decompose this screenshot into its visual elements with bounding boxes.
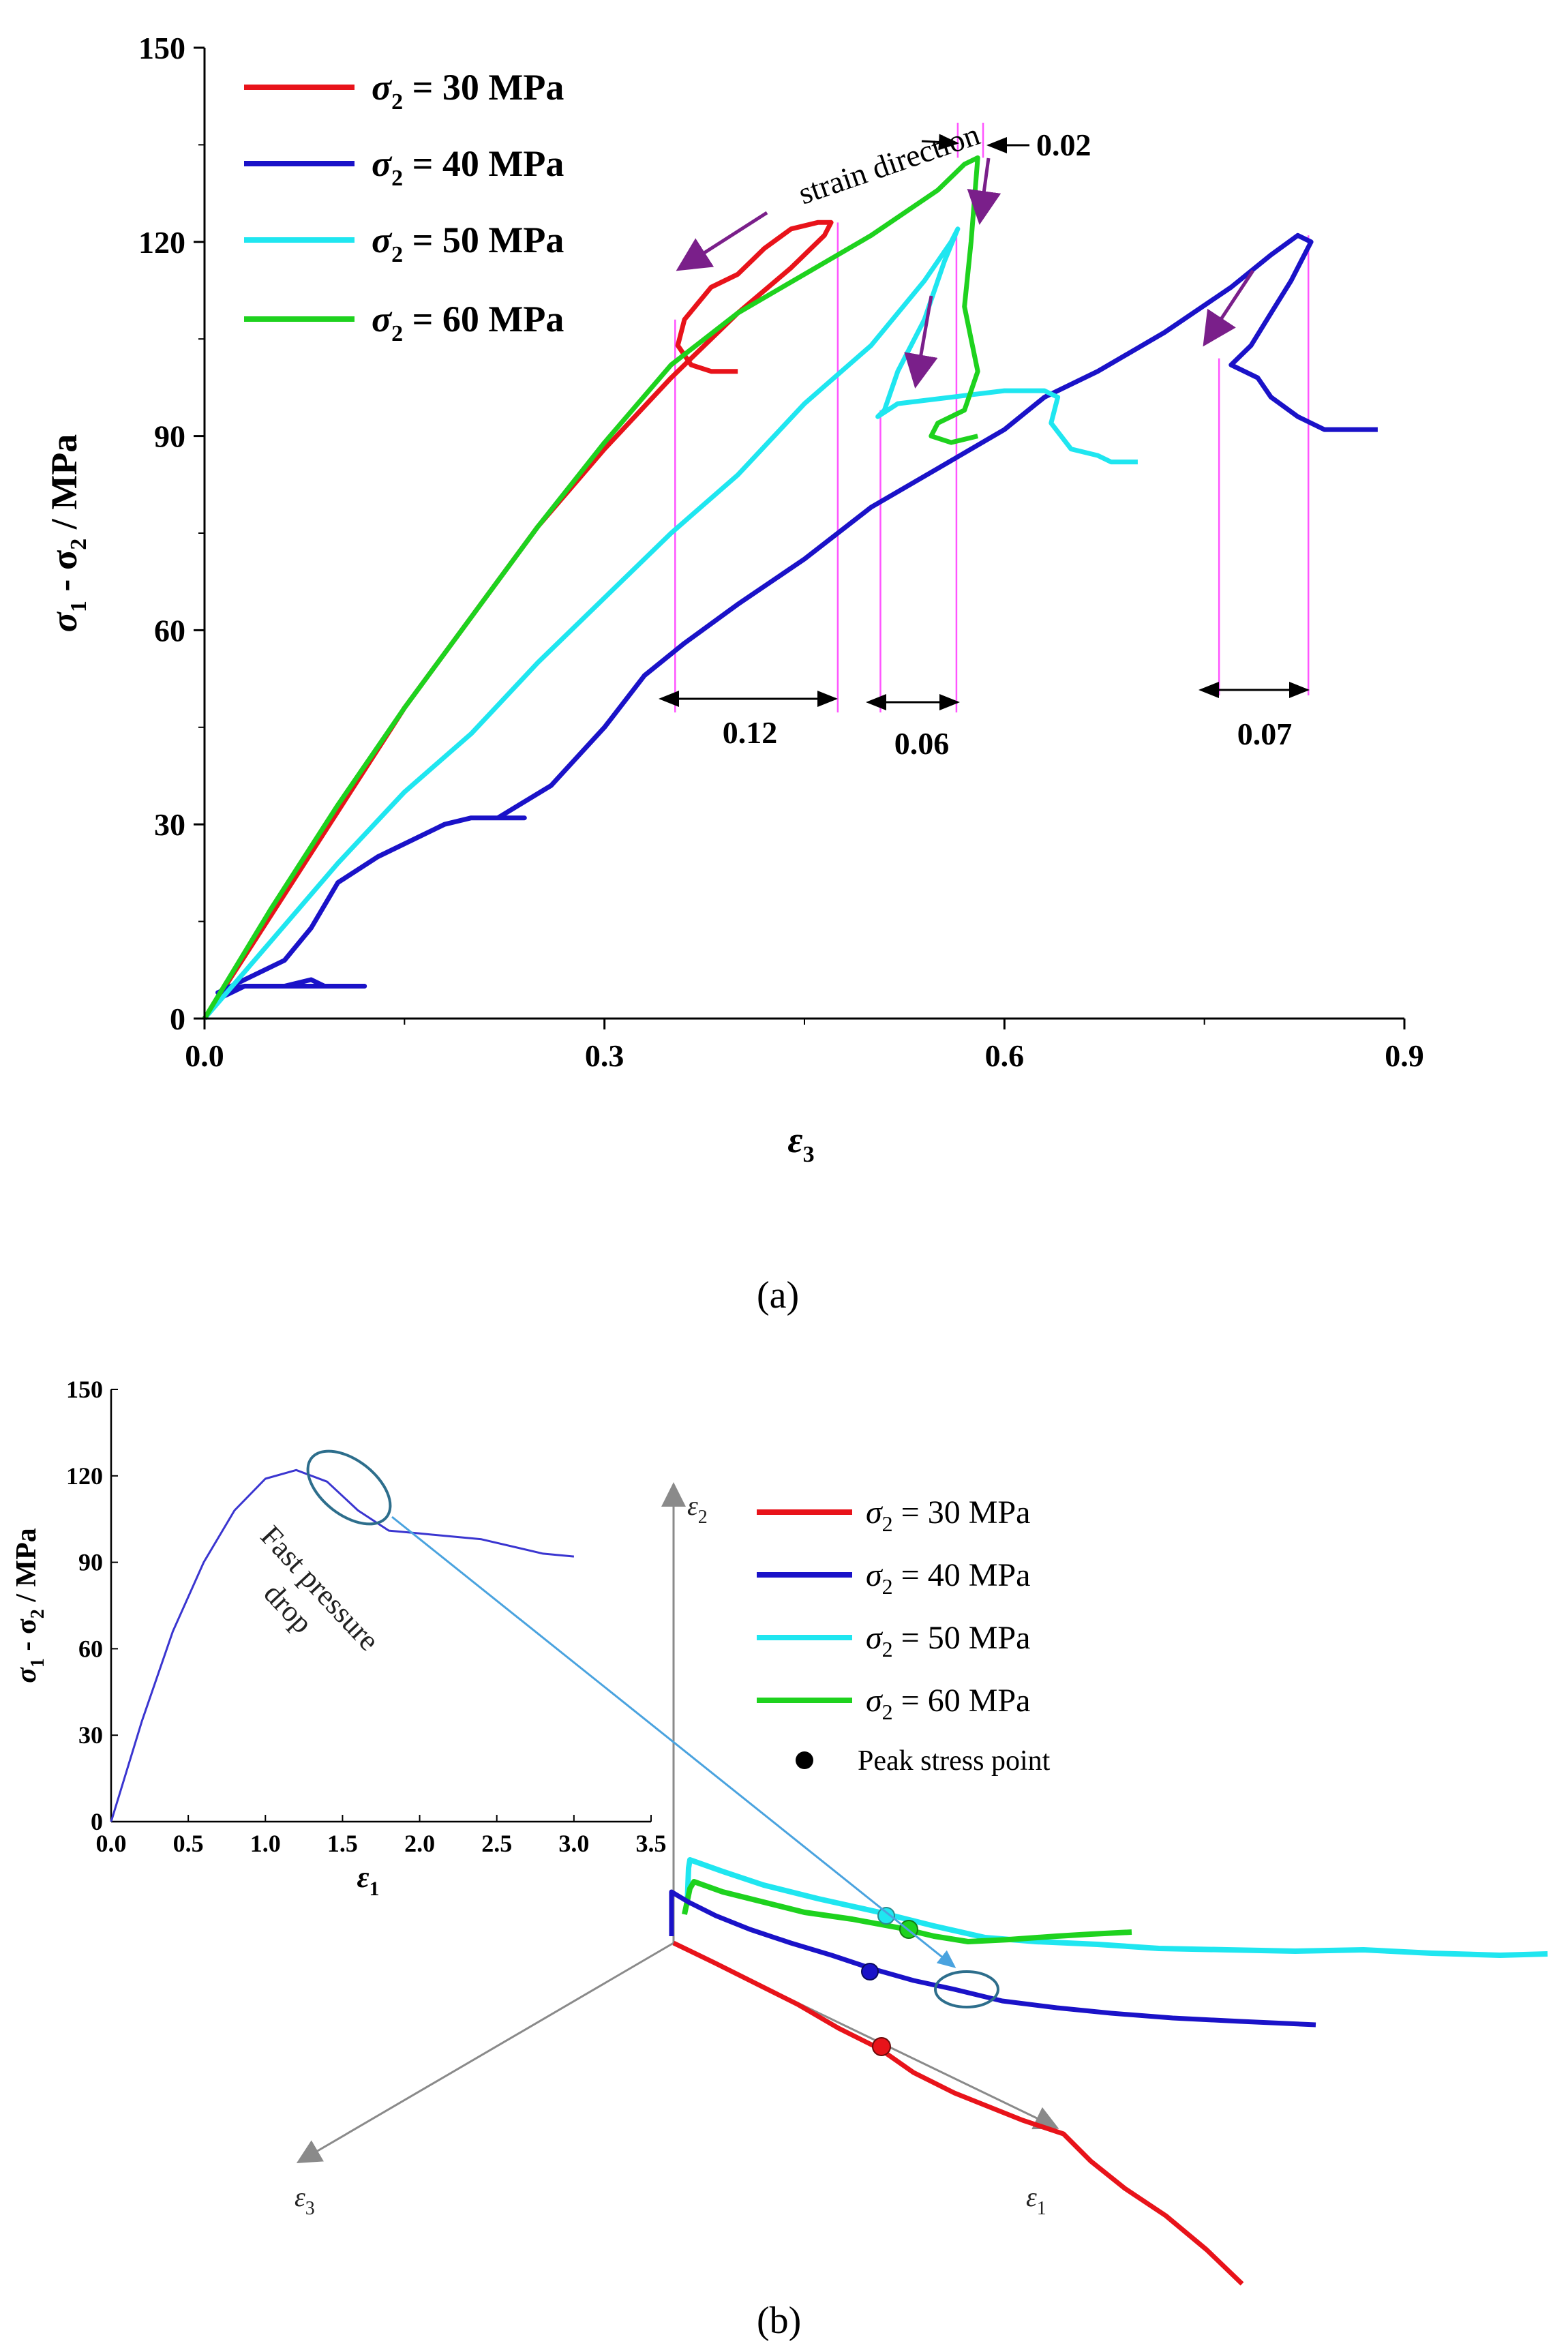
panel-a-ticks: 0.0 0.3 0.6 0.9 0 30 60 90 120 150 <box>138 31 1424 1073</box>
y-tick-label: 30 <box>154 807 185 842</box>
y-tick-label: 150 <box>138 31 185 65</box>
inset-y-tick-label: 60 <box>78 1635 103 1662</box>
series-line-1 <box>202 220 834 1020</box>
gap-arrow-002-left <box>921 134 959 151</box>
series-line-3 <box>202 226 1138 1021</box>
legend-label: σ2 = 50 MPa <box>372 220 564 267</box>
legend-label: σ2 = 30 MPa <box>866 1494 1030 1536</box>
peak-point-30mpa <box>872 2037 891 2056</box>
legend-label: Peak stress point <box>858 1745 1051 1777</box>
peak-point-40mpa <box>861 1963 879 1980</box>
inset-y-tick-label: 90 <box>78 1549 103 1576</box>
strain-direction-label: strain direction <box>794 117 984 211</box>
legend-label: σ2 = 30 MPa <box>372 67 564 115</box>
strain-direction-arrow <box>676 211 768 271</box>
y-axis-label: σ1 - σ2 / MPa <box>44 434 91 632</box>
epsilon2-axis-label: ε2 <box>687 1490 708 1528</box>
drop-highlight-ellipse-3d <box>934 1970 999 2008</box>
inset-x-tick-label: 1.5 <box>327 1830 358 1857</box>
inset-y-tick-label: 150 <box>66 1376 103 1403</box>
peak-point-50mpa <box>877 1907 895 1925</box>
drop-arrow-blue <box>1203 269 1255 347</box>
legend-b-item-50mpa: σ2 = 50 MPa <box>757 1620 1030 1661</box>
legend-peak-marker <box>796 1751 813 1769</box>
x-tick-label: 0.0 <box>185 1038 224 1073</box>
epsilon3-axis-label: ε3 <box>295 2182 315 2219</box>
epsilon3-axis <box>296 1942 674 2164</box>
series-line-4 <box>202 155 980 1020</box>
inset-x-tick-label: 2.0 <box>404 1830 435 1857</box>
inset-annotation: Fast pressure drop <box>227 1519 391 1687</box>
panel-a-chart: 0.0 0.3 0.6 0.9 0 30 60 90 120 150 ε3 σ1 - σ2 / M… <box>44 31 1424 1316</box>
inset-x-tick-label: 1.0 <box>250 1830 281 1857</box>
inset-x-tick-label: 0.0 <box>96 1830 127 1857</box>
legend-item-50mpa: σ2 = 50 MPa <box>244 220 564 267</box>
y-tick-label: 90 <box>154 419 185 454</box>
inset-x-label: ε1 <box>357 1861 379 1900</box>
y-tick-label: 60 <box>154 613 185 648</box>
legend-item-60mpa: σ2 = 60 MPa <box>244 299 564 346</box>
panel-a-series <box>202 155 1378 1021</box>
drop-arrow-green <box>967 157 1001 225</box>
strain-guide-lines <box>674 123 1310 712</box>
inset-x-tick-label: 3.0 <box>558 1830 589 1857</box>
curve3d-40mpa <box>669 1889 1316 2028</box>
gap-label-007: 0.07 <box>1237 717 1293 751</box>
x-tick-label: 0.6 <box>985 1038 1025 1073</box>
panel-b-legend: σ2 = 30 MPa σ2 = 40 MPa σ2 = 50 MPa σ2 =… <box>757 1494 1051 1777</box>
legend-b-item-40mpa: σ2 = 40 MPa <box>757 1557 1030 1599</box>
inset-chart: 0.0 0.5 1.0 1.5 2.0 2.5 3.0 3.5 0 30 60 90 120 150 Fa… <box>11 1376 667 1900</box>
legend-item-40mpa: σ2 = 40 MPa <box>244 143 564 191</box>
series-line-2 <box>202 232 1378 1020</box>
legend-label: σ2 = 60 MPa <box>372 299 564 346</box>
panel-b-label: (b) <box>757 2300 801 2342</box>
inset-y-label: σ1 - σ2 / MPa <box>11 1528 48 1683</box>
legend-label: σ2 = 40 MPa <box>372 143 564 191</box>
curve3d-30mpa <box>672 1940 1244 2286</box>
y-tick-label: 0 <box>170 1001 185 1036</box>
curve3d-60mpa <box>682 1879 1132 1944</box>
x-axis-label: ε3 <box>787 1119 814 1167</box>
inset-y-tick-label: 30 <box>78 1721 103 1749</box>
inset-y-tick-label: 0 <box>91 1808 103 1835</box>
inset-x-tick-label: 2.5 <box>481 1830 512 1857</box>
curve3d-50mpa <box>684 1857 1548 1958</box>
drop-highlight-ellipse-inset <box>306 1449 392 1526</box>
drop-arrow-cyan <box>904 295 938 389</box>
panel-b-chart: ε2 ε1 ε3 0.0 0.5 1.0 1.5 2.0 2.5 3.0 3.5 0 30 60 90… <box>11 1376 1548 2342</box>
inset-series <box>110 1468 575 1822</box>
legend-label: σ2 = 50 MPa <box>866 1620 1030 1661</box>
panel-a-legend: σ2 = 30 MPa σ2 = 40 MPa σ2 = 50 MPa σ2 =… <box>244 67 564 346</box>
inset-x-tick-label: 3.5 <box>636 1830 667 1857</box>
x-tick-label: 0.9 <box>1385 1038 1424 1073</box>
panel-a-label: (a) <box>757 1274 799 1316</box>
x-tick-label: 0.3 <box>585 1038 624 1073</box>
legend-b-item-60mpa: σ2 = 60 MPa <box>757 1683 1030 1724</box>
gap-label-002: 0.02 <box>1036 127 1091 162</box>
legend-item-30mpa: σ2 = 30 MPa <box>244 67 564 115</box>
inset-series-line-1 <box>110 1468 575 1822</box>
gap-label-006: 0.06 <box>894 726 950 761</box>
inset-x-tick-label: 0.5 <box>173 1830 204 1857</box>
y-tick-label: 120 <box>138 225 185 260</box>
inset-pointer-line <box>391 1516 956 1968</box>
legend-label: σ2 = 60 MPa <box>866 1683 1030 1724</box>
legend-b-item-peak: Peak stress point <box>796 1745 1051 1777</box>
epsilon1-axis-label: ε1 <box>1026 2182 1046 2219</box>
inset-ticks: 0.0 0.5 1.0 1.5 2.0 2.5 3.0 3.5 0 30 60 90 120 150 <box>66 1376 667 1857</box>
gap-label-012: 0.12 <box>723 715 778 750</box>
legend-b-item-30mpa: σ2 = 30 MPa <box>757 1494 1030 1536</box>
legend-label: σ2 = 40 MPa <box>866 1557 1030 1599</box>
inset-y-tick-label: 120 <box>66 1462 103 1490</box>
